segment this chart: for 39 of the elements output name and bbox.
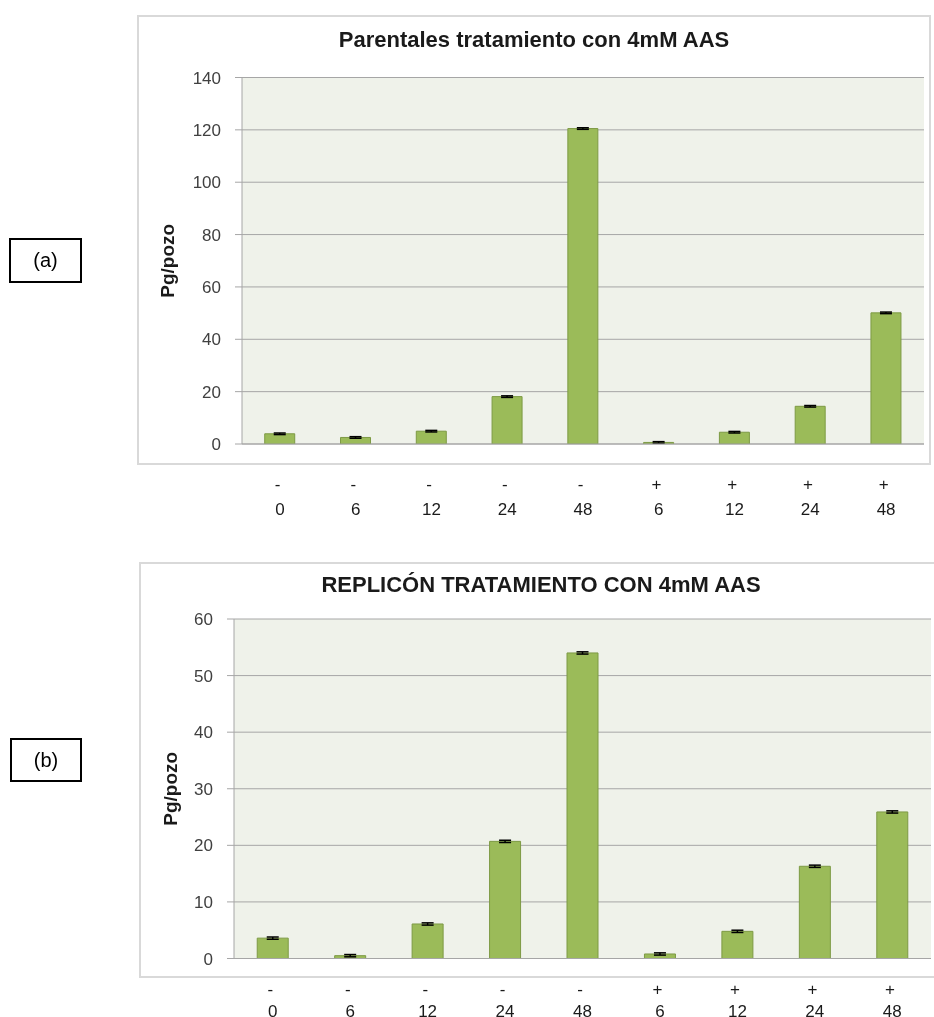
x-tick-label: - 0 <box>274 475 286 519</box>
y-tick-label: 20 <box>194 836 213 856</box>
y-tick-label: 80 <box>202 225 221 245</box>
chart-title: REPLICÓN TRATAMIENTO CON 4mM AAS <box>320 572 762 598</box>
y-tick-label: 10 <box>194 892 213 912</box>
x-tick-label: - 48 <box>573 475 593 519</box>
x-tick-label: + 6 <box>651 475 667 519</box>
x-tick-label: - 12 <box>418 980 438 1017</box>
x-tick-label: + 12 <box>725 475 745 519</box>
x-tick-label: + 48 <box>882 980 902 1017</box>
y-tick-label: 120 <box>192 120 221 140</box>
x-tick-label: - 48 <box>573 980 592 1017</box>
y-tick-label: 20 <box>202 382 221 402</box>
y-tick-label: 40 <box>194 723 213 743</box>
x-tick-label: - 6 <box>350 475 361 519</box>
x-tick-label: + 24 <box>805 980 825 1017</box>
x-tick-label: - 0 <box>267 980 278 1017</box>
y-tick-label: 60 <box>194 610 213 630</box>
text: (a) <box>9 238 82 283</box>
x-tick-label: + 6 <box>652 980 668 1017</box>
x-tick-label: + 12 <box>727 980 747 1017</box>
x-tick-label: - 24 <box>497 475 517 519</box>
y-axis-title: Pg/pozo <box>159 751 181 826</box>
chart-title: Parentales tratamiento con 4mM AAS <box>337 27 731 53</box>
x-tick-label: - 12 <box>421 475 441 519</box>
y-tick-label: 0 <box>211 435 221 455</box>
text: (b) <box>10 738 82 782</box>
y-tick-label: 0 <box>203 949 213 969</box>
x-tick-label: - 6 <box>344 980 356 1017</box>
x-tick-label: + 24 <box>800 475 820 519</box>
y-axis-title: Pg/pozo <box>156 223 178 298</box>
y-tick-label: 50 <box>194 666 213 686</box>
x-tick-label: + 48 <box>876 475 896 519</box>
y-tick-label: 30 <box>194 779 213 799</box>
y-tick-label: 40 <box>202 330 221 350</box>
y-tick-label: 100 <box>192 173 221 193</box>
y-tick-label: 140 <box>192 68 221 88</box>
x-tick-label: - 24 <box>495 980 515 1017</box>
y-tick-label: 60 <box>202 277 221 297</box>
